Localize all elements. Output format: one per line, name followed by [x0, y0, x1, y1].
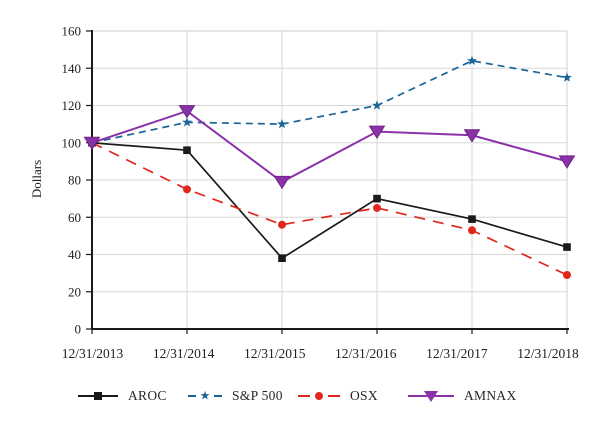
amnax-line-sample [408, 388, 454, 404]
y-axis-label: 0 [75, 322, 82, 337]
legend-label-osx: OSX [350, 388, 378, 403]
marker-circle [373, 203, 381, 212]
y-axis-label: 100 [62, 135, 82, 150]
legend-label-amnax: AMNAX [464, 388, 517, 403]
x-axis-label: 12/31/2018 [517, 346, 579, 361]
marker-triangle-down [368, 125, 386, 140]
y-axis-label: 140 [62, 61, 82, 76]
y-axis-label: 60 [68, 210, 81, 225]
sp500-line-sample: ★ [188, 388, 222, 404]
y-axis-label: 160 [62, 24, 82, 39]
x-axis-label: 12/31/2015 [244, 346, 306, 361]
marker-circle [563, 270, 571, 279]
marker-circle [183, 185, 191, 194]
series-line-aroc [91, 141, 568, 260]
legend-item-amnax: AMNAX [408, 387, 517, 405]
aroc-line-sample [78, 388, 118, 404]
legend-label-sp500: S&P 500 [232, 388, 283, 403]
marker-star [562, 72, 572, 82]
legend-label-aroc: AROC [128, 388, 167, 403]
x-axis-label: 12/31/2016 [335, 346, 397, 361]
marker-star [277, 118, 287, 129]
y-axis-label: 20 [68, 284, 81, 299]
marker-square [183, 146, 191, 154]
legend-item-aroc: AROC [78, 387, 167, 405]
marker-star [372, 100, 382, 110]
marker-triangle-down [463, 129, 481, 143]
marker-square [278, 254, 286, 263]
y-axis-label: 80 [68, 173, 81, 188]
marker-triangle-down [83, 136, 101, 151]
x-axis-label: 12/31/2013 [62, 346, 124, 361]
marker-star [467, 55, 477, 65]
marker-triangle-down [273, 175, 291, 190]
marker-square [373, 194, 381, 203]
star-marker-icon: ★ [199, 388, 211, 403]
legend-item-sp500: ★ S&P 500 [188, 387, 283, 405]
series-line-osx [91, 142, 568, 276]
square-marker-icon [94, 392, 102, 400]
y-axis-label: 40 [68, 247, 81, 262]
y-axis-title: Dollars [29, 159, 44, 199]
x-axis-label: 12/31/2017 [426, 346, 488, 361]
x-axis-label: 12/31/2014 [153, 346, 215, 361]
series-line-sp500 [91, 59, 568, 144]
series-line-amnax [91, 109, 568, 184]
legend-item-osx: OSX [298, 387, 378, 405]
marker-triangle-down [558, 155, 576, 169]
circle-marker-icon [315, 392, 323, 400]
marker-square [563, 243, 571, 251]
marker-circle [468, 226, 476, 235]
y-axis-label: 120 [62, 98, 82, 113]
marker-square [468, 215, 476, 223]
marker-star [182, 117, 192, 127]
marker-circle [278, 220, 286, 229]
marker-triangle-down [178, 105, 196, 119]
triangle-down-marker-icon [424, 391, 438, 402]
osx-line-sample [298, 388, 340, 404]
